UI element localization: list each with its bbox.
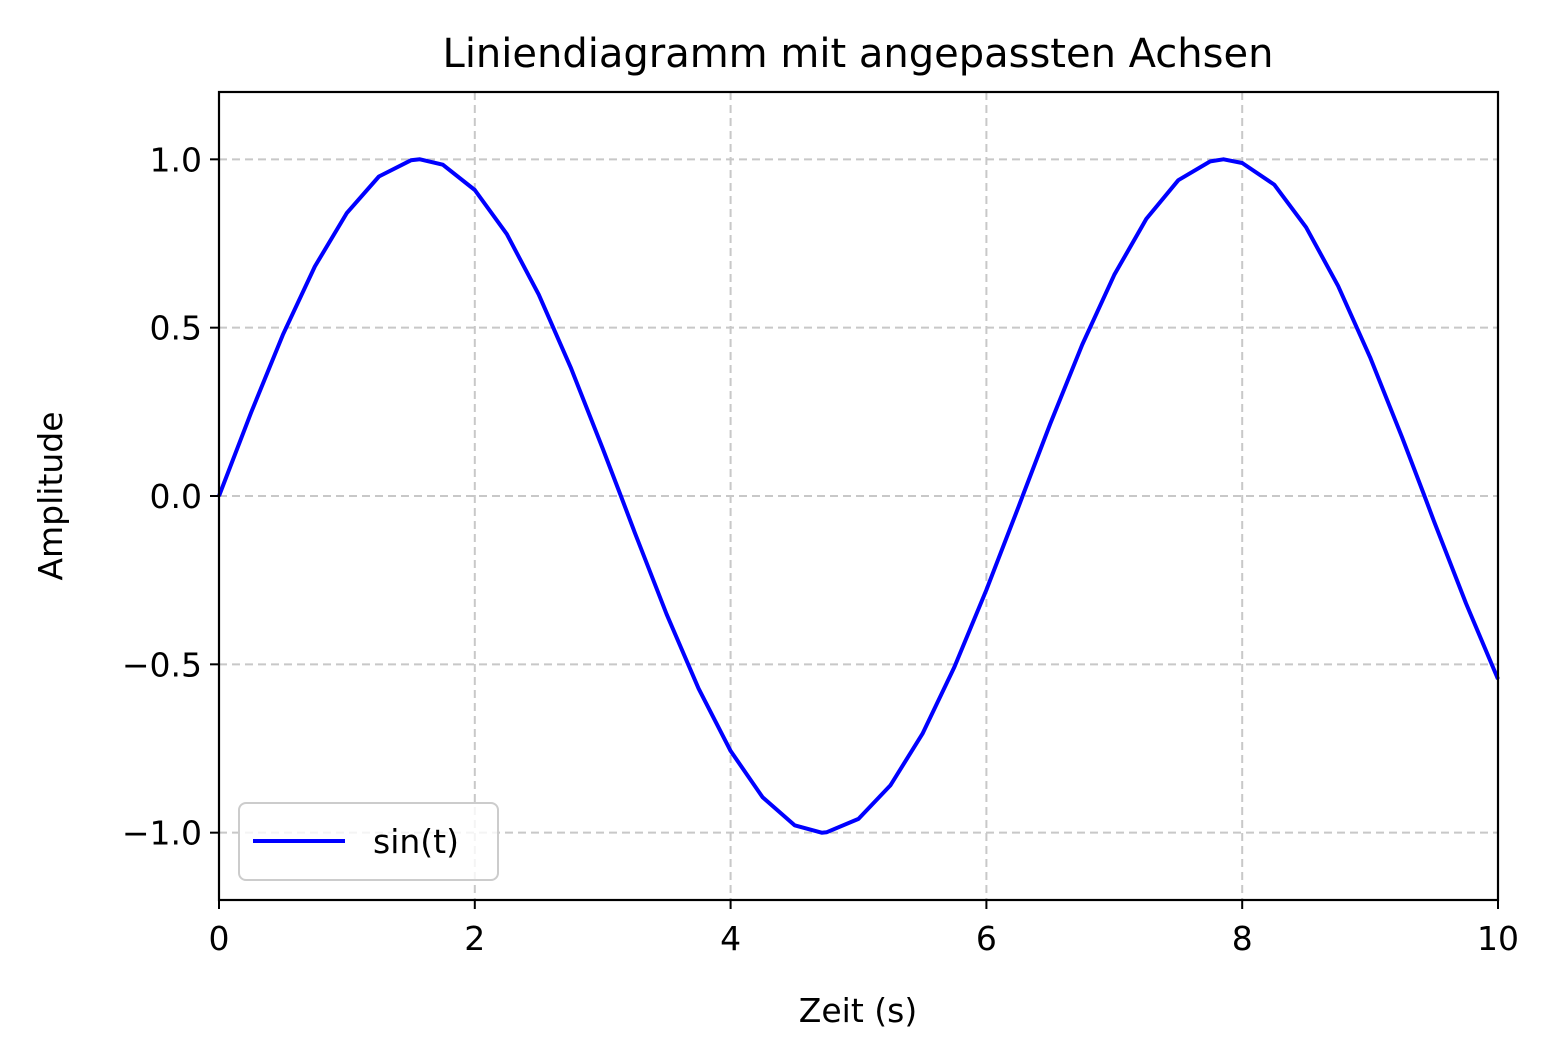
x-tick-label: 10 <box>1477 919 1519 958</box>
y-tick-label: −0.5 <box>122 645 202 684</box>
x-axis-label: Zeit (s) <box>799 991 917 1030</box>
legend-label: sin(t) <box>373 822 459 861</box>
y-tick-label: 0.0 <box>150 477 202 516</box>
y-axis: −1.0 −0.5 0.0 0.5 1.0 <box>122 140 219 853</box>
y-tick-label: −1.0 <box>122 814 202 853</box>
y-axis-label: Amplitude <box>31 411 70 580</box>
series-layer <box>217 157 1500 835</box>
x-axis: 0 2 4 6 8 10 <box>209 900 1519 958</box>
x-tick-label: 8 <box>1232 919 1253 958</box>
x-tick-label: 2 <box>464 919 485 958</box>
x-tick-label: 6 <box>976 919 997 958</box>
chart-title: Liniendiagramm mit angepassten Achsen <box>443 31 1274 77</box>
y-tick-label: 1.0 <box>150 140 202 179</box>
y-tick-label: 0.5 <box>150 309 202 348</box>
legend-box <box>238 802 499 881</box>
x-tick-label: 4 <box>720 919 741 958</box>
x-tick-label: 0 <box>209 919 230 958</box>
legend: sin(t) <box>238 802 499 881</box>
series-line <box>217 157 1500 835</box>
